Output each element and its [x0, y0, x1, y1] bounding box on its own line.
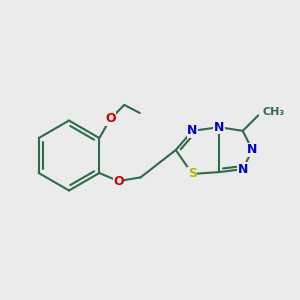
Text: N: N — [238, 163, 248, 176]
Text: CH₃: CH₃ — [262, 107, 285, 118]
Text: S: S — [188, 167, 197, 180]
Text: O: O — [105, 112, 116, 125]
Text: O: O — [113, 175, 124, 188]
Text: N: N — [187, 124, 197, 137]
Text: N: N — [214, 121, 224, 134]
Text: N: N — [247, 143, 257, 157]
